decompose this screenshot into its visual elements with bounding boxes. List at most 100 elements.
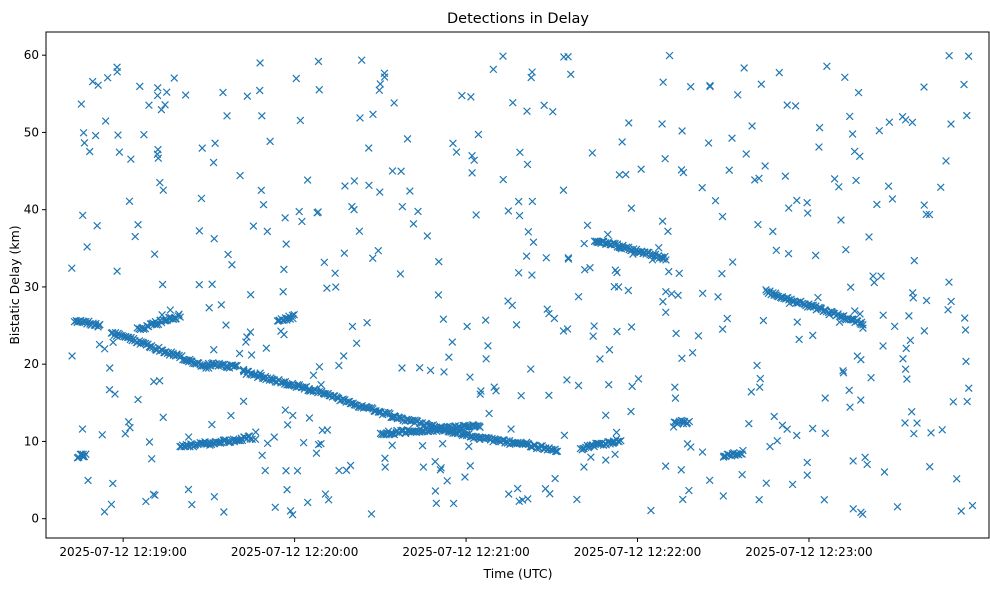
- scatter-point: [627, 323, 636, 331]
- chart-title: Detections in Delay: [447, 11, 589, 27]
- scatter-point: [596, 355, 604, 363]
- scatter-point: [543, 305, 552, 314]
- scatter-point: [564, 255, 573, 263]
- scatter-point: [374, 246, 383, 255]
- y-tick-label: 50: [24, 125, 39, 139]
- scatter-point: [566, 70, 575, 79]
- x-tick-label: 2025-07-12 12:21:00: [402, 545, 529, 559]
- scatter-point: [964, 384, 973, 393]
- scatter-point: [79, 452, 88, 461]
- scatter-point: [184, 357, 193, 366]
- scatter-point: [331, 283, 340, 291]
- scatter-point: [131, 232, 140, 241]
- scatter-point: [228, 260, 236, 269]
- x-tick-label: 2025-07-12 12:23:00: [745, 545, 872, 559]
- scatter-point: [775, 68, 784, 77]
- scatter-point: [867, 373, 875, 382]
- scatter-point: [659, 78, 667, 87]
- scatter-point: [466, 373, 474, 381]
- scatter-point: [115, 148, 124, 156]
- scatter-point: [490, 383, 499, 391]
- scatter-point: [845, 112, 854, 121]
- scatter-point: [757, 80, 766, 88]
- scatter-point: [706, 82, 714, 91]
- x-tick-label: 2025-07-12 12:20:00: [231, 545, 358, 559]
- scatter-point: [153, 91, 162, 100]
- scatter-point: [280, 265, 288, 274]
- scatter-point: [348, 202, 356, 211]
- scatter-point: [482, 355, 490, 363]
- scatter-point: [573, 495, 581, 504]
- scatter-point: [357, 56, 366, 64]
- scatter-point: [963, 397, 972, 406]
- scatter-point: [755, 174, 763, 183]
- scatter-point: [936, 183, 945, 192]
- scatter-point: [893, 502, 902, 511]
- scatter-point: [396, 270, 405, 278]
- scatter-point: [153, 83, 162, 92]
- scatter-point: [305, 414, 314, 422]
- scatter-point: [658, 217, 667, 225]
- scatter-point: [312, 449, 321, 458]
- scatter-point: [222, 363, 231, 371]
- scatter-point: [355, 227, 364, 236]
- scatter-point: [364, 144, 373, 152]
- scatter-point: [431, 457, 439, 466]
- scatter-point: [504, 207, 513, 215]
- scatter-point: [551, 474, 559, 483]
- scatter-point: [611, 450, 619, 459]
- scatter-point: [195, 280, 204, 289]
- scatter-point: [243, 333, 251, 341]
- scatter-point: [942, 157, 950, 165]
- scatter-point: [162, 88, 171, 96]
- scatter-point: [434, 257, 443, 266]
- scatter-point: [529, 238, 538, 246]
- scatter-point: [411, 416, 419, 425]
- y-tick-label: 40: [24, 203, 39, 217]
- scatter-point: [195, 227, 204, 235]
- scatter-point: [209, 345, 218, 354]
- scatter-point: [920, 327, 929, 335]
- scatter-point: [908, 118, 917, 127]
- scatter-point: [952, 474, 961, 483]
- scatter-point: [108, 479, 117, 488]
- scatter-point: [258, 111, 266, 120]
- scatter-point: [83, 243, 91, 251]
- scatter-point: [798, 299, 807, 308]
- scatter-point: [299, 438, 308, 447]
- scatter-point: [664, 267, 673, 276]
- scatter-point: [292, 74, 301, 83]
- scatter-point: [449, 499, 458, 508]
- scatter-points: [67, 51, 977, 519]
- scatter-point: [158, 311, 166, 319]
- scatter-point: [208, 280, 216, 289]
- scatter-point: [574, 292, 583, 301]
- scatter-point: [231, 361, 240, 370]
- scatter-point: [770, 412, 779, 421]
- scatter-point: [563, 376, 571, 384]
- scatter-point: [962, 111, 971, 120]
- scatter-point: [901, 365, 910, 374]
- scatter-point: [293, 466, 302, 475]
- scatter-point: [583, 221, 592, 230]
- scatter-point: [246, 328, 255, 336]
- scatter-point: [78, 452, 87, 461]
- scatter-point: [617, 436, 625, 445]
- scatter-point: [846, 283, 855, 292]
- scatter-point: [499, 175, 508, 184]
- scatter-point: [135, 82, 144, 91]
- scatter-point: [661, 154, 669, 163]
- scatter-point: [281, 406, 290, 414]
- scatter-point: [551, 447, 560, 456]
- scatter-point: [560, 53, 568, 61]
- scatter-point: [464, 442, 473, 451]
- scatter-point: [925, 462, 934, 471]
- scatter-point: [910, 429, 918, 438]
- scatter-point: [728, 258, 737, 266]
- scatter-point: [869, 272, 877, 280]
- scatter-point: [436, 465, 445, 474]
- scatter-point: [648, 256, 657, 264]
- scatter-point: [445, 353, 453, 361]
- scatter-point: [594, 439, 603, 448]
- scatter-point: [580, 265, 589, 274]
